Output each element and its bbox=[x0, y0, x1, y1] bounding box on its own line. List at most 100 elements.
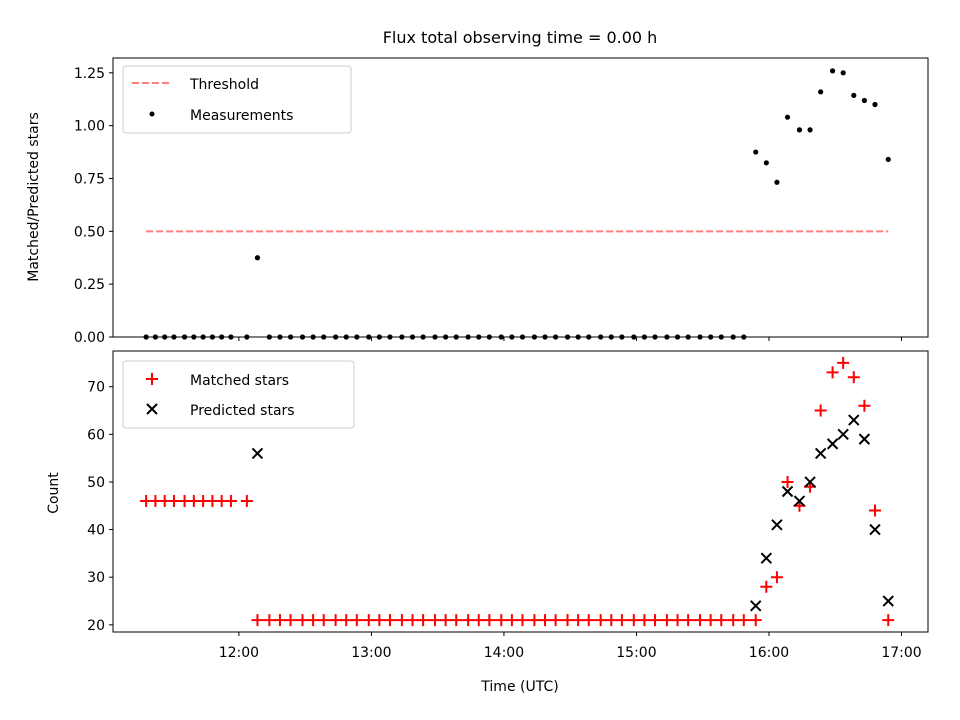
predicted-stars-point bbox=[750, 600, 762, 612]
matched-stars-point bbox=[224, 495, 237, 508]
matched-stars-point bbox=[307, 614, 320, 627]
y-tick-label: 20 bbox=[87, 618, 105, 634]
measurements-point bbox=[730, 334, 736, 340]
matched-stars-point bbox=[561, 614, 574, 627]
predicted-stars-point bbox=[781, 485, 794, 498]
measurements-point bbox=[641, 334, 648, 340]
matched-stars-point bbox=[450, 614, 463, 627]
matched-stars-point bbox=[737, 614, 750, 627]
measurements-point bbox=[191, 334, 197, 340]
measurements-point bbox=[553, 334, 559, 340]
measurements-point bbox=[354, 334, 360, 340]
measurements-point bbox=[432, 334, 438, 340]
measurements-point bbox=[366, 334, 372, 340]
matched-stars-point bbox=[296, 614, 309, 627]
matched-stars-point bbox=[572, 614, 585, 627]
panel-count-ylabel: Count bbox=[46, 472, 62, 514]
matched-stars-point bbox=[240, 495, 253, 508]
measurements-point bbox=[807, 127, 813, 133]
predicted-stars-point bbox=[848, 414, 860, 426]
measurements-point bbox=[664, 334, 670, 340]
matched-stars-point bbox=[383, 614, 396, 627]
y-tick-label: 0.50 bbox=[74, 224, 105, 240]
panel-count-y-ticks: 20 30 40 50 60 70 bbox=[87, 380, 113, 634]
x-tick-label: 17:00 bbox=[881, 645, 921, 661]
measurements-point bbox=[564, 334, 571, 340]
legend-ratio-box bbox=[122, 65, 352, 134]
matched-stars-point bbox=[770, 571, 783, 584]
measurements-point bbox=[697, 334, 703, 340]
panel-ratio-x-ticks bbox=[238, 337, 902, 341]
panel-ratio-y-ticks: 0.00 0.25 0.50 0.75 1.00 1.25 bbox=[74, 66, 113, 346]
matched-stars-point bbox=[373, 614, 386, 627]
y-tick-label: 1.00 bbox=[74, 119, 105, 135]
matched-stars-point bbox=[167, 495, 180, 508]
matched-stars-point bbox=[660, 614, 673, 627]
matched-stars-point bbox=[715, 614, 728, 627]
measurements-point bbox=[784, 114, 791, 120]
matched-stars-point bbox=[439, 614, 452, 627]
measurements-point bbox=[885, 156, 891, 163]
predicted-stars-point bbox=[826, 438, 839, 450]
matched-stars-point bbox=[263, 614, 276, 627]
x-axis-label: Time (UTC) bbox=[480, 679, 558, 695]
measurements-point bbox=[498, 334, 504, 340]
matched-stars-point bbox=[615, 614, 628, 627]
measurements-point bbox=[509, 334, 515, 340]
x-tick-label: 16:00 bbox=[749, 645, 789, 661]
predicted-stars-point bbox=[793, 495, 806, 507]
panel-ratio-ylabel: Matched/Predicted stars bbox=[26, 112, 42, 282]
measurements-point bbox=[420, 334, 426, 340]
chart-title: Flux total observing time = 0.00 h bbox=[383, 28, 658, 47]
y-tick-label: 40 bbox=[87, 523, 105, 539]
legend-matched-label: Matched stars bbox=[190, 373, 289, 389]
matched-stars-point bbox=[826, 366, 839, 379]
measurements-point bbox=[443, 334, 449, 340]
matched-stars-point bbox=[340, 614, 353, 627]
legend-ratio: Threshold Measurements bbox=[122, 65, 352, 134]
measurements-point bbox=[162, 334, 168, 340]
measurements-point bbox=[575, 334, 581, 340]
measurements-point bbox=[708, 334, 714, 340]
matched-stars-point bbox=[395, 614, 408, 627]
legend-threshold-label: Threshold bbox=[189, 77, 259, 93]
predicted-stars-point bbox=[251, 447, 264, 460]
measurements-point bbox=[465, 334, 471, 340]
matched-stars-point bbox=[429, 614, 442, 627]
predicted-stars-point bbox=[814, 447, 827, 460]
matched-stars-point bbox=[649, 614, 662, 627]
measurements-point bbox=[209, 334, 215, 340]
matched-stars-point bbox=[483, 614, 496, 627]
legend-measurements-label: Measurements bbox=[190, 108, 293, 124]
legend-measurements-swatch bbox=[149, 111, 155, 117]
measurements-point bbox=[542, 334, 548, 340]
measurements-point bbox=[753, 149, 759, 155]
x-tick-label: 15:00 bbox=[616, 645, 656, 661]
measurements-point bbox=[143, 334, 149, 340]
measurements-point bbox=[387, 334, 393, 340]
legend-predicted-label: Predicted stars bbox=[190, 403, 295, 419]
measurements-point bbox=[409, 334, 416, 340]
matched-stars-point bbox=[694, 614, 707, 627]
matched-stars-point bbox=[406, 614, 419, 627]
measurements-point bbox=[519, 334, 526, 340]
matched-stars-point bbox=[837, 356, 850, 369]
matched-stars-point bbox=[594, 614, 607, 627]
matched-stars-point bbox=[858, 399, 871, 412]
measurements-point bbox=[321, 334, 327, 340]
legend-matched-swatch bbox=[146, 373, 158, 385]
measurements-point bbox=[598, 334, 604, 340]
x-tick-label: 12:00 bbox=[219, 645, 259, 661]
matched-stars-point bbox=[882, 614, 895, 627]
measurements-point bbox=[254, 255, 261, 261]
panel-ratio-plot bbox=[143, 68, 891, 340]
measurements-point bbox=[333, 334, 339, 340]
matched-stars-point bbox=[362, 614, 375, 627]
matched-stars-point bbox=[760, 580, 773, 593]
measurements-point bbox=[631, 334, 637, 340]
measurements-point bbox=[586, 334, 592, 340]
panel-count-plot bbox=[140, 356, 895, 627]
matched-stars-point bbox=[682, 614, 695, 627]
measurements-point bbox=[200, 334, 206, 340]
